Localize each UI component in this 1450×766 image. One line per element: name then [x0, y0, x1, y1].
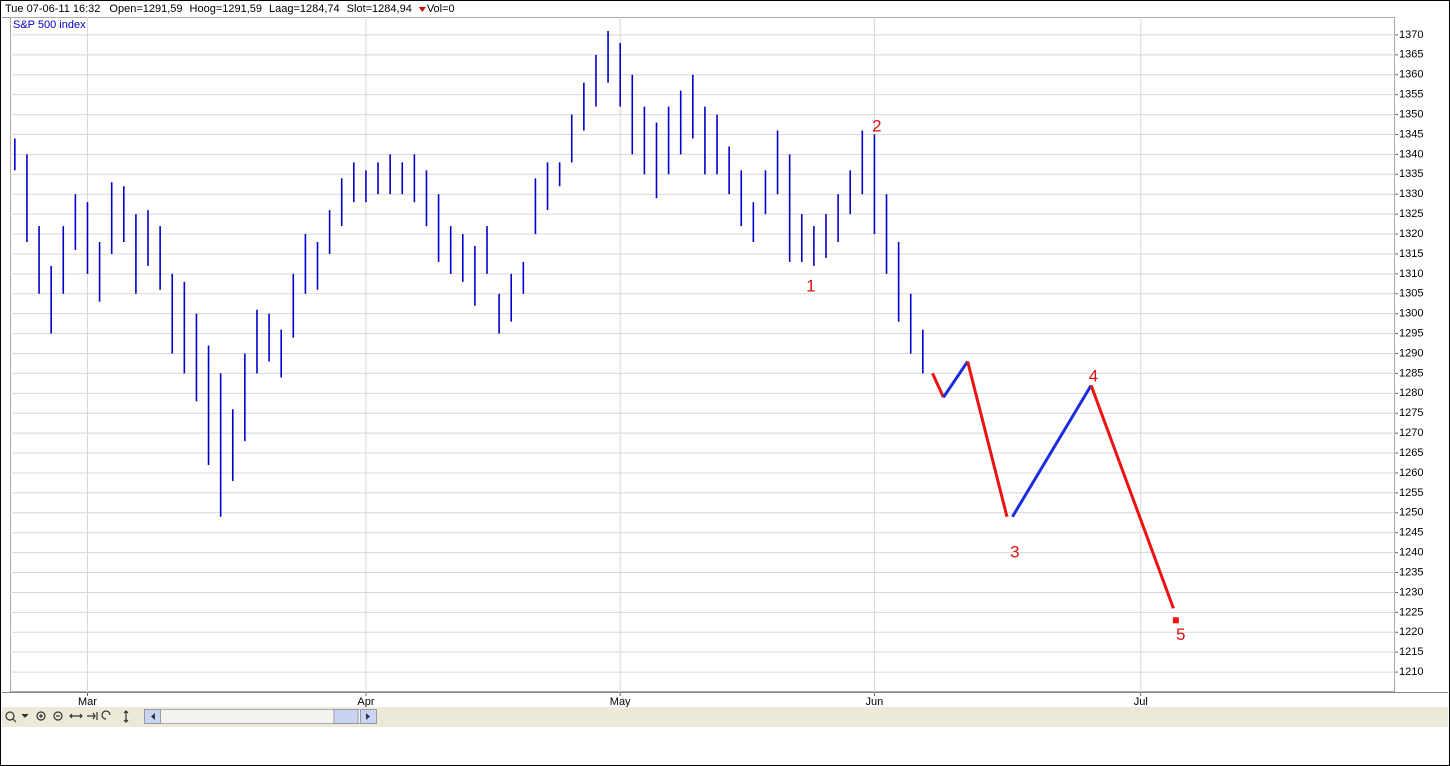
x-tick-label: Jul [1134, 696, 1148, 708]
y-tick-label: 1260 [1399, 467, 1423, 479]
y-tick-label: 1320 [1399, 228, 1423, 240]
y-tick-label: 1295 [1399, 327, 1423, 339]
header-field: Slot=1284,94 [347, 3, 412, 15]
header-field: Laag=1284,74 [269, 3, 340, 15]
grid [10, 17, 1395, 692]
y-tick-label: 1365 [1399, 49, 1423, 61]
y-tick-label: 1265 [1399, 447, 1423, 459]
y-tick-label: 1255 [1399, 487, 1423, 499]
scroll-thumb[interactable] [333, 709, 359, 724]
y-tick-label: 1220 [1399, 626, 1423, 638]
down-arrow-icon [418, 7, 426, 12]
y-tick-label: 1360 [1399, 69, 1423, 81]
y-tick-label: 1340 [1399, 148, 1423, 160]
y-tick-label: 1250 [1399, 507, 1423, 519]
x-tick-label: Apr [357, 696, 374, 708]
wave-label: 3 [1010, 543, 1019, 562]
reset-icon[interactable] [101, 710, 111, 720]
y-tick-label: 1230 [1399, 586, 1423, 598]
price-bars [14, 30, 924, 517]
y-tick-label: 1270 [1399, 427, 1423, 439]
y-tick-label: 1310 [1399, 268, 1423, 280]
y-tick-label: 1335 [1399, 168, 1423, 180]
projection: 1 2 3 4 5 [806, 116, 1185, 644]
zoom-icon[interactable] [5, 711, 15, 721]
scroll-right-arrow [366, 713, 370, 720]
projection-segment [942, 360, 969, 399]
plot-frame [10, 17, 1395, 692]
x-tick-label: Jun [866, 696, 884, 708]
pan-icon[interactable] [69, 713, 83, 719]
dropdown-icon[interactable] [21, 713, 29, 718]
header-bar [2, 2, 1448, 18]
y-tick-label: 1235 [1399, 566, 1423, 578]
x-tick-label: May [610, 696, 631, 708]
wave-label: 1 [806, 276, 815, 295]
wave-label: 4 [1089, 366, 1098, 385]
end-icon[interactable] [87, 712, 98, 720]
y-tick-label: 1325 [1399, 208, 1423, 220]
y-tick-label: 1210 [1399, 666, 1423, 678]
y-tick-label: 1355 [1399, 89, 1423, 101]
target-marker [1172, 617, 1179, 624]
header-field: Vol=0 [427, 3, 455, 15]
y-tick-label: 1370 [1399, 29, 1423, 41]
y-tick-label: 1240 [1399, 547, 1423, 559]
zoom-icon-handle [12, 718, 17, 723]
header-field: Open=1291,59 [109, 3, 182, 15]
wave-label: 5 [1176, 625, 1185, 644]
scroll-left-arrow [151, 713, 155, 720]
legend-entry: S&P 500 index [13, 19, 86, 31]
y-tick-label: 1330 [1399, 188, 1423, 200]
y-tick-label: 1285 [1399, 367, 1423, 379]
header-field: Hoog=1291,59 [190, 3, 262, 15]
toolbar-icons [5, 710, 129, 723]
projection-segment [1011, 384, 1093, 518]
x-tick-label: Mar [78, 696, 97, 708]
y-tick-label: 1280 [1399, 387, 1423, 399]
y-tick-label: 1350 [1399, 108, 1423, 120]
projection-segment [1089, 384, 1175, 609]
axis-labels: 1210121512201225123012351240124512501255… [78, 29, 1423, 708]
y-tick-label: 1290 [1399, 347, 1423, 359]
vscale-icon[interactable] [123, 710, 129, 723]
header: Tue 07-06-11 16:32 Open=1291,59 Hoog=1291,… [5, 3, 455, 15]
y-tick-label: 1305 [1399, 288, 1423, 300]
y-tick-label: 1275 [1399, 407, 1423, 419]
y-tick-label: 1345 [1399, 128, 1423, 140]
y-tick-label: 1245 [1399, 527, 1423, 539]
y-tick-label: 1225 [1399, 606, 1423, 618]
zoom-in-icon[interactable] [36, 711, 46, 721]
zoom-out-icon[interactable] [53, 711, 63, 721]
y-tick-label: 1315 [1399, 248, 1423, 260]
y-tick-label: 1215 [1399, 646, 1423, 658]
projection-segment [966, 361, 1009, 518]
wave-label: 2 [872, 116, 881, 135]
y-tick-label: 1300 [1399, 308, 1423, 320]
header-datetime: Tue 07-06-11 16:32 [5, 3, 100, 15]
projection-segment [931, 372, 945, 398]
